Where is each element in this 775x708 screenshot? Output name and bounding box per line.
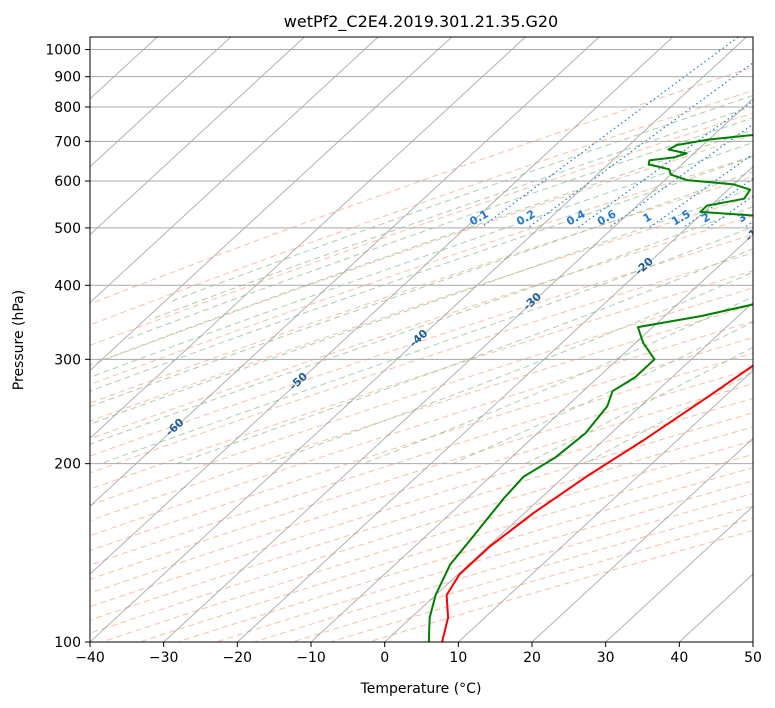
dry-adiabat: [368, 529, 753, 642]
moist-adiabat: [176, 248, 753, 465]
isotherm-label: -10: [743, 221, 767, 244]
y-tick-label: 700: [54, 134, 81, 150]
x-tick-label: −20: [223, 650, 253, 666]
moist-adiabat: [90, 141, 753, 378]
y-axis: 100 200 300 400 500 600 700 800 900 1000: [45, 43, 90, 651]
moist-adiabat: [90, 155, 753, 392]
x-tick-label: 50: [744, 650, 762, 666]
moist-adiabat: [90, 206, 753, 445]
y-tick-label: 800: [54, 100, 81, 116]
dry-adiabat: [90, 215, 753, 440]
dry-adiabat: [90, 320, 753, 537]
dry-adiabat: [90, 234, 753, 457]
mixing-ratio-label: 3: [736, 210, 749, 225]
x-tick-label: 30: [597, 650, 615, 666]
mixing-ratio-line: [771, 37, 775, 228]
mixing-ratio-line: [577, 100, 753, 229]
dry-adiabat: [177, 467, 753, 642]
moist-adiabat: [128, 117, 753, 340]
isotherm-line: [90, 37, 232, 168]
moist-adiabat: [584, 371, 753, 465]
mixing-ratio-line: [608, 123, 753, 229]
y-tick-label: 200: [54, 457, 81, 473]
x-tick-label: −40: [75, 650, 105, 666]
dry-adiabat: [90, 336, 753, 552]
mixing-ratio-line: [648, 153, 753, 229]
mixing-ratio-line: [480, 37, 739, 229]
data-series: [427, 134, 753, 642]
isotherm-line: [90, 37, 453, 372]
dry-adiabat: [90, 195, 753, 422]
dry-adiabat: [90, 304, 753, 522]
y-tick-label: 900: [54, 70, 81, 86]
y-tick-label: 500: [54, 221, 81, 237]
moist-adiabat: [100, 226, 753, 465]
dry-adiabat: [90, 89, 753, 326]
moist-adiabat: [452, 321, 753, 465]
y-tick-label: 100: [54, 635, 81, 651]
temperature-profile: [441, 364, 753, 642]
isotherm-line: [90, 37, 747, 642]
y-tick-label: 300: [54, 352, 81, 368]
dry-adiabat: [90, 134, 753, 366]
dry-adiabat: [90, 368, 753, 580]
dry-adiabat: [90, 383, 753, 594]
isotherm-line: [90, 37, 526, 439]
moist-adiabat: [266, 271, 753, 465]
x-tick-label: 20: [523, 650, 541, 666]
dry-adiabat: [90, 155, 753, 385]
mixing-ratio-line: [682, 177, 753, 229]
x-tick-label: 10: [449, 650, 467, 666]
chart-title: wetPf2_C2E4.2019.301.21.35.G20: [284, 12, 558, 32]
moist-adiabat: [363, 296, 753, 465]
mixing-ratio-labels: 0.1 0.2 0.4 0.6 1 1.5 2 3: [467, 207, 748, 228]
isotherm-line: [90, 37, 379, 304]
moist-adiabat: [104, 129, 753, 360]
dry-adiabat: [90, 352, 753, 566]
dry-adiabat: [90, 397, 753, 608]
dry-adiabat: [90, 252, 753, 474]
isotherm-line: [752, 641, 753, 642]
dry-adiabat: [90, 412, 753, 621]
x-axis-label: Temperature (°C): [360, 681, 482, 697]
isotherm-line: [605, 505, 753, 642]
isotherm-line: [90, 37, 600, 507]
moist-adiabat: [90, 187, 753, 425]
dry-adiabat: [90, 112, 753, 346]
moist-adiabat: [90, 171, 753, 408]
y-tick-label: 600: [54, 174, 81, 190]
moist-adiabat: [169, 94, 753, 303]
isotherm-line: [531, 437, 753, 642]
x-tick-label: −30: [149, 650, 179, 666]
dry-adiabat: [90, 175, 753, 404]
isotherm-line: [163, 98, 753, 642]
y-tick-label: 400: [54, 278, 81, 294]
mixing-ratio-label: 1: [641, 210, 654, 225]
x-tick-label: 0: [380, 650, 389, 666]
isotherm-line: [310, 233, 753, 642]
isotherm-line: [0, 37, 10, 642]
dry-adiabat: [90, 270, 753, 490]
dry-adiabat: [90, 287, 753, 506]
isotherm-line: [236, 166, 753, 642]
dewpoint-profile: [427, 134, 753, 642]
plot-frame: [89, 36, 754, 643]
x-tick-label: −10: [296, 650, 326, 666]
mixing-ratio-label: 0.1: [467, 207, 490, 228]
isotherm-line: [90, 37, 305, 236]
dry-adiabat: [101, 440, 753, 642]
y-tick-label: 1000: [45, 43, 81, 59]
dry-adiabat: [254, 492, 753, 642]
y-axis-label: Pressure (hPa): [11, 290, 27, 390]
isotherm-line: [457, 369, 753, 642]
x-tick-label: 40: [670, 650, 688, 666]
isotherm-line: [90, 37, 674, 575]
x-axis: −40 −30 −20 −10 0 10 20 30 40 50: [75, 642, 762, 666]
background-lines: [0, 37, 775, 642]
dry-adiabat: [90, 66, 753, 305]
isotherm-line: [384, 301, 753, 642]
